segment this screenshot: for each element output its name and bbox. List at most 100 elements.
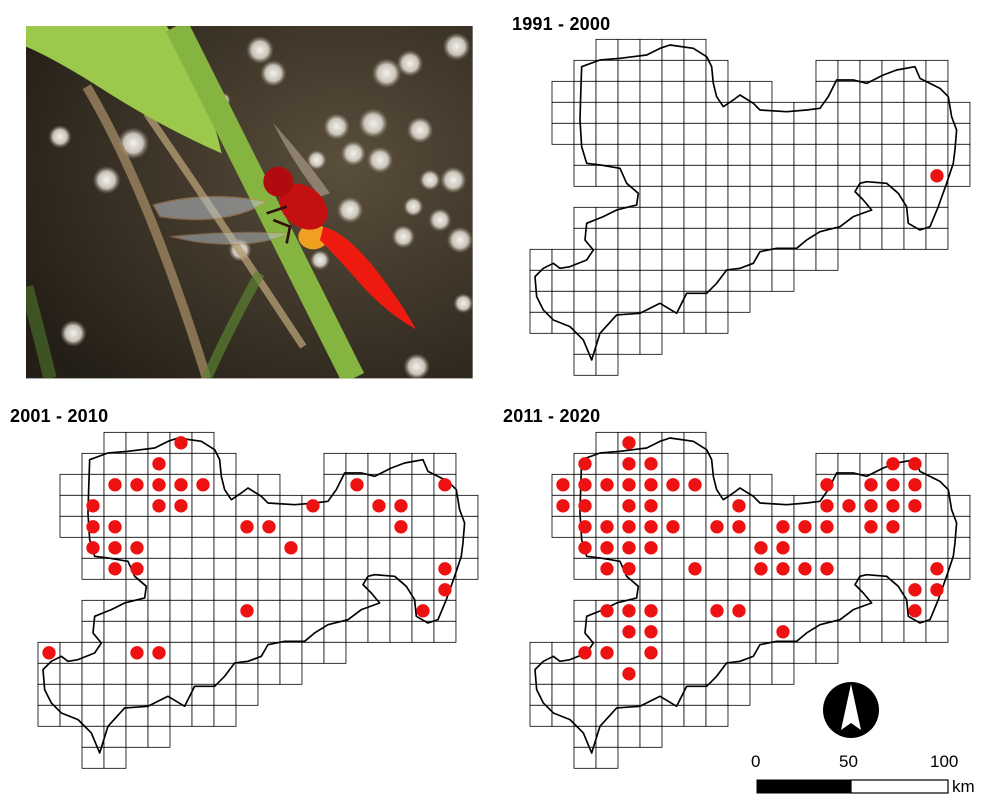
occurrence-dot xyxy=(644,499,658,513)
occurrence-dot xyxy=(644,604,658,618)
occurrence-dot xyxy=(886,499,900,513)
occurrence-dot xyxy=(578,520,592,534)
grid-cell xyxy=(837,620,861,643)
grid-cell xyxy=(661,311,685,334)
grid-cell xyxy=(191,662,215,685)
grid-cell xyxy=(771,206,795,229)
grid-cell xyxy=(103,452,127,475)
grid-cell xyxy=(683,206,707,229)
grid-cell xyxy=(367,515,391,538)
grid-cell xyxy=(683,143,707,166)
grid-cell xyxy=(617,290,641,313)
grid-cell xyxy=(683,101,707,124)
grid-cell xyxy=(947,164,971,187)
grid-cell xyxy=(815,122,839,145)
grid-cell xyxy=(639,290,663,313)
grid-cell xyxy=(595,620,619,643)
grid-cell xyxy=(573,164,597,187)
grid-cell xyxy=(573,662,597,685)
grid-cell xyxy=(639,248,663,271)
grid-cell xyxy=(617,206,641,229)
grid-cell xyxy=(749,473,773,496)
grid-cell xyxy=(573,143,597,166)
grid-cell xyxy=(389,536,413,559)
grid-cell xyxy=(859,578,883,601)
occurrence-dot xyxy=(130,562,144,576)
occurrence-dot xyxy=(732,604,746,618)
grid-cell xyxy=(191,515,215,538)
occurrence-dot xyxy=(108,520,122,534)
grid-cell xyxy=(881,620,905,643)
occurrence-dot xyxy=(644,520,658,534)
grid-cell xyxy=(683,185,707,208)
occurrence-dot xyxy=(622,667,636,681)
occurrence-dot xyxy=(578,499,592,513)
grid-cell xyxy=(323,494,347,517)
grid-cell xyxy=(551,683,575,706)
scale-label-100: 100 xyxy=(930,752,959,771)
occurrence-dot xyxy=(688,562,702,576)
grid-cell xyxy=(947,122,971,145)
grid-cell xyxy=(925,515,949,538)
grid-cell xyxy=(617,122,641,145)
occurrence-dot xyxy=(754,562,768,576)
grid-cell xyxy=(705,578,729,601)
grid-cell xyxy=(947,515,971,538)
occurrence-dot xyxy=(578,457,592,471)
grid-cell xyxy=(595,80,619,103)
grid-cell xyxy=(661,683,685,706)
grid-cell xyxy=(595,311,619,334)
occurrence-dot xyxy=(622,562,636,576)
grid-cell xyxy=(793,206,817,229)
grid-cell xyxy=(551,515,575,538)
grid-cell xyxy=(727,143,751,166)
grid-cell xyxy=(837,143,861,166)
occurrence-dot xyxy=(710,520,724,534)
grid-cell xyxy=(661,206,685,229)
grid-cell xyxy=(771,227,795,250)
bokeh-highlight xyxy=(406,116,434,144)
grid-cell xyxy=(947,557,971,580)
occurrence-dot xyxy=(600,478,614,492)
grid-cell xyxy=(727,206,751,229)
occurrence-dot xyxy=(416,604,430,618)
grid-cell xyxy=(683,290,707,313)
grid-cell xyxy=(727,557,751,580)
occurrence-dot xyxy=(372,499,386,513)
grid-cell xyxy=(639,704,663,727)
grid-cell xyxy=(433,536,457,559)
grid-cell xyxy=(169,683,193,706)
bokeh-highlight xyxy=(396,50,424,77)
grid-cell xyxy=(859,143,883,166)
grid-cell xyxy=(793,248,817,271)
grid-cell xyxy=(323,641,347,664)
occurrence-dot xyxy=(776,562,790,576)
occurrence-dot xyxy=(798,562,812,576)
grid-cell xyxy=(947,143,971,166)
bokeh-highlight xyxy=(306,150,327,170)
grid-cell xyxy=(683,452,707,475)
grid-cell xyxy=(147,557,171,580)
grid-cell xyxy=(191,599,215,622)
grid-cell xyxy=(367,473,391,496)
grid-cell xyxy=(661,494,685,517)
occurrence-dot xyxy=(820,562,834,576)
grid-cell xyxy=(771,578,795,601)
grid-cell xyxy=(595,248,619,271)
occurrence-dot xyxy=(908,604,922,618)
grid-cell xyxy=(279,578,303,601)
grid-cell xyxy=(103,662,127,685)
occurrence-dot xyxy=(284,541,298,555)
grid-cell xyxy=(617,248,641,271)
grid-cell xyxy=(903,164,927,187)
occurrence-dot xyxy=(130,646,144,660)
grid-cell xyxy=(903,143,927,166)
grid-cell xyxy=(257,599,281,622)
occurrence-dot xyxy=(174,499,188,513)
grid-cell xyxy=(213,704,237,727)
grid-cell xyxy=(705,311,729,334)
grid-cell xyxy=(301,578,325,601)
grid-cell xyxy=(683,269,707,292)
grid-cell xyxy=(815,185,839,208)
grid-cell xyxy=(859,227,883,250)
